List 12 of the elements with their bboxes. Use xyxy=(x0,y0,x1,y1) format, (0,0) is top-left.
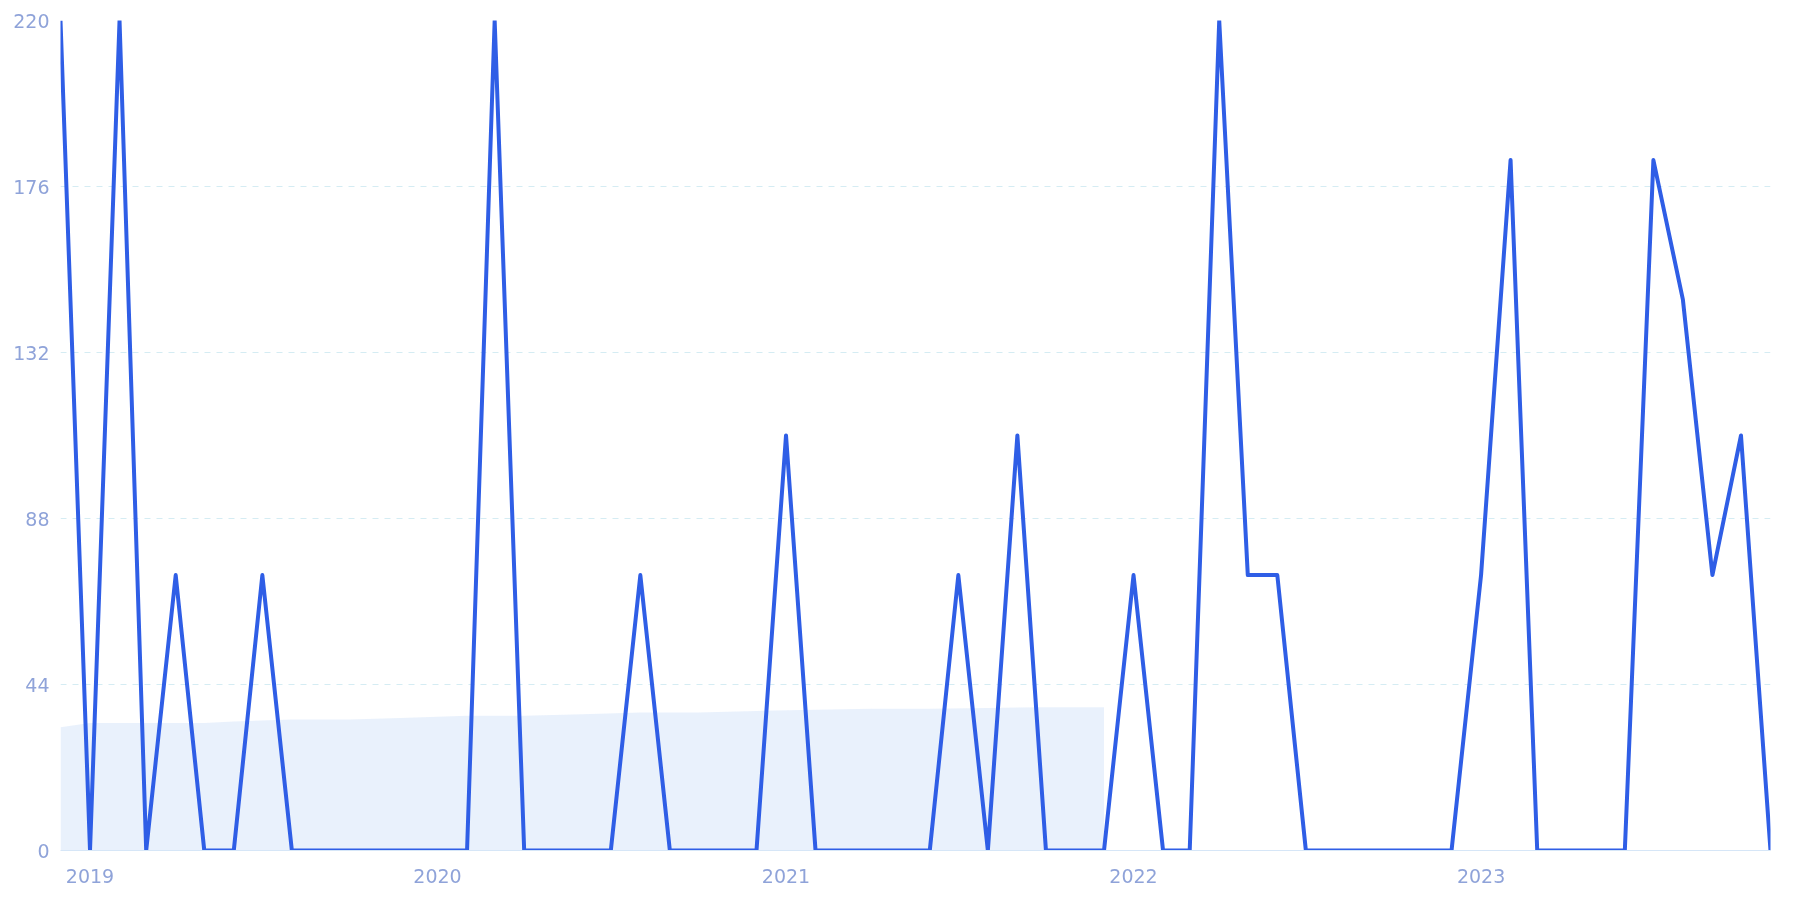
x-tick-label: 2020 xyxy=(413,864,462,887)
line-series xyxy=(60,20,1771,851)
x-tick-label: 2021 xyxy=(761,864,811,887)
y-tick-label: 88 xyxy=(25,507,50,530)
x-tick-label: 2023 xyxy=(1456,864,1506,887)
y-tick-label: 44 xyxy=(25,673,50,696)
y-tick-label: 0 xyxy=(37,839,50,862)
x-tick-label: 2022 xyxy=(1109,864,1158,887)
x-tick-label: 2019 xyxy=(65,864,115,887)
y-tick-label: 132 xyxy=(13,341,50,364)
y-tick-label: 176 xyxy=(13,175,50,198)
y-tick-label: 220 xyxy=(13,9,50,32)
